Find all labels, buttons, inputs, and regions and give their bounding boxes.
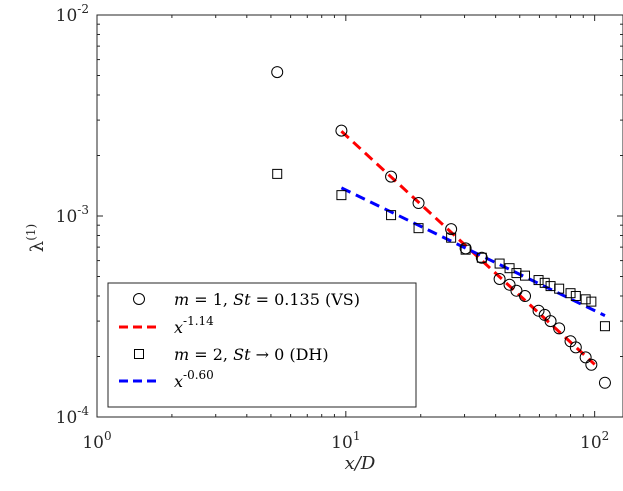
legend: m = 1, St = 0.135 (VS) x-1.14 m = 2, St … — [107, 282, 417, 408]
data-point-square — [554, 283, 565, 294]
y-tick-label: 10-2 — [56, 2, 89, 26]
data-point-circle — [553, 322, 566, 335]
data-point-square — [272, 168, 283, 179]
data-point-square — [599, 321, 610, 332]
legend-symbol-square — [134, 349, 144, 359]
data-point-square — [336, 190, 347, 201]
data-point-square — [570, 290, 581, 301]
data-point-square — [460, 244, 471, 255]
legend-label-vs: m = 1, St = 0.135 (VS) — [174, 290, 360, 309]
data-point-circle — [503, 278, 516, 291]
data-point-circle — [445, 223, 458, 236]
data-point-square — [586, 296, 597, 307]
data-point-circle — [493, 272, 506, 285]
data-point-circle — [544, 315, 557, 328]
legend-label-blue-fit: x-0.60 — [174, 368, 214, 391]
data-point-square — [520, 270, 531, 281]
legend-symbol-circle — [133, 293, 145, 305]
axes-box — [96, 14, 623, 418]
data-point-circle — [585, 358, 598, 371]
legend-label-red-fit: x-1.14 — [174, 314, 214, 337]
legend-box — [107, 282, 417, 408]
y-axis-label-base: λ — [27, 241, 48, 252]
data-point-circle — [412, 197, 425, 210]
fit-lines — [340, 130, 606, 366]
y-axis-label-sup: (1) — [24, 224, 38, 241]
data-point-circle — [475, 251, 488, 264]
data-point-square — [533, 275, 544, 286]
x-axis-label: x/D — [345, 453, 376, 474]
legend-label-dh: m = 2, St → 0 (DH) — [174, 345, 329, 364]
data-point-square — [413, 223, 424, 234]
data-points — [271, 66, 611, 389]
data-point-circle — [579, 351, 592, 364]
data-point-circle — [532, 304, 545, 317]
x-tick-label: 102 — [580, 429, 609, 453]
data-point-circle — [335, 124, 348, 137]
data-point-square — [539, 277, 550, 288]
data-point-square — [446, 232, 457, 243]
data-point-circle — [385, 170, 398, 183]
x-tick-label: 101 — [331, 429, 360, 453]
data-point-circle — [510, 284, 523, 297]
data-point-circle — [271, 66, 284, 79]
y-axis-label: λ(1) — [24, 224, 48, 252]
data-point-square — [494, 258, 505, 269]
svg-text:λ(1): λ(1) — [24, 224, 48, 252]
y-tick-label: 10-4 — [56, 404, 90, 428]
fit-line — [340, 130, 596, 366]
data-point-square — [580, 294, 591, 305]
data-point-square — [476, 252, 487, 263]
y-tick-label: 10-3 — [56, 203, 89, 227]
x-tick-label: 100 — [82, 429, 111, 453]
data-point-circle — [569, 341, 582, 354]
data-point-square — [565, 288, 576, 299]
tick-labels: 100 101 102 10-4 10-3 10-2 — [56, 2, 610, 453]
data-point-square — [386, 210, 397, 221]
fit-line — [340, 186, 606, 317]
data-point-circle — [519, 289, 532, 302]
data-point-circle — [598, 376, 611, 389]
